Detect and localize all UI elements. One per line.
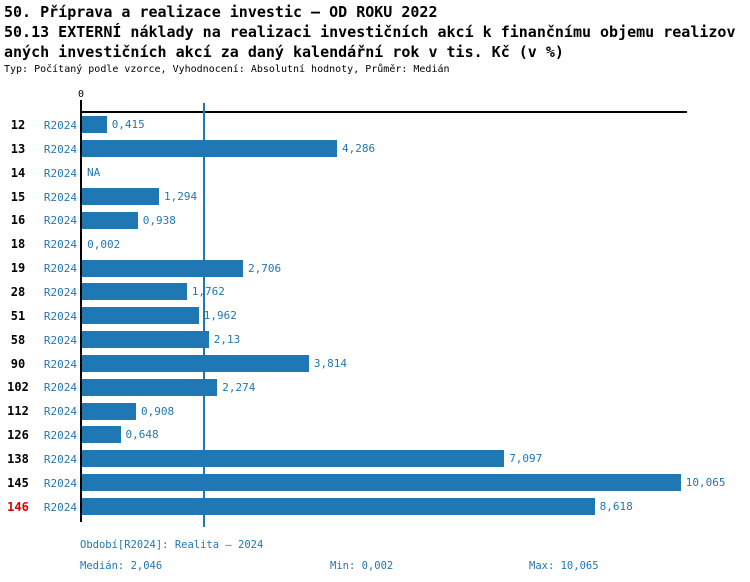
row-id-label: 90 (10, 356, 26, 371)
y-axis-line (80, 100, 82, 522)
chart-title-line-3: aných investičních akcí za daný kalendář… (4, 43, 564, 61)
row-id-label: 14 (10, 165, 26, 180)
value-bar (82, 140, 337, 158)
chart-row: 90 R2024 3,814 (0, 352, 750, 376)
row-period-label: R2024 (43, 452, 77, 466)
value-label: 0,415 (111, 118, 145, 132)
row-id-label: 58 (10, 332, 26, 347)
footer-median-stat: Medián: 2,046 (80, 560, 163, 572)
value-bar (82, 426, 121, 444)
row-period-label: R2024 (43, 190, 77, 204)
value-label: 3,814 (313, 356, 347, 370)
row-period-label: R2024 (43, 309, 77, 323)
value-bar (82, 498, 595, 516)
row-period-label: R2024 (43, 119, 77, 132)
row-period-label: R2024 (43, 405, 77, 419)
chart-row: 146 R2024 8,618 (0, 495, 750, 519)
chart-row: 13 R2024 4,286 (0, 137, 750, 161)
value-bar (82, 187, 159, 205)
x-axis-zero-tick-label: 0 (77, 89, 85, 100)
row-period-label: R2024 (43, 262, 77, 276)
row-id-label: 13 (10, 141, 26, 156)
chart-row: 19 R2024 2,706 (0, 256, 750, 280)
value-bar (82, 450, 505, 468)
row-id-label: 12 (10, 118, 26, 132)
row-id-label: 146 (7, 499, 29, 514)
row-period-label: R2024 (43, 214, 77, 228)
chart-row: 12 R2024 0,415 (0, 113, 750, 137)
chart-row: 102 R2024 2,274 (0, 375, 750, 399)
row-id-label: 112 (7, 404, 29, 419)
row-id-label: 51 (10, 308, 26, 323)
value-label: 7,097 (509, 452, 543, 466)
value-bar (82, 474, 681, 492)
value-bar (82, 378, 218, 396)
chart-subtitle: Typ: Počítaný podle vzorce, Vyhodnocení:… (4, 64, 450, 75)
chart-row: 58 R2024 2,13 (0, 328, 750, 352)
chart-row: 138 R2024 7,097 (0, 447, 750, 471)
chart-row: 145 R2024 10,065 (0, 471, 750, 495)
row-period-label: R2024 (43, 476, 77, 490)
row-id-label: 19 (10, 261, 26, 276)
row-id-label: 18 (10, 237, 26, 252)
row-period-label: R2024 (43, 166, 77, 180)
value-label: NA (87, 166, 101, 180)
top-axis-spine (81, 111, 687, 113)
chart-row: 51 R2024 1,962 (0, 304, 750, 328)
row-id-label: 28 (10, 284, 26, 299)
value-label: 2,274 (222, 380, 256, 394)
value-label: 0,002 (87, 237, 121, 251)
footer-max-stat: Max: 10,065 (529, 560, 599, 572)
value-label: 1,762 (191, 285, 225, 299)
row-id-label: 145 (7, 475, 29, 490)
value-bar (82, 283, 187, 301)
row-period-label: R2024 (43, 357, 77, 371)
value-bar (82, 259, 243, 277)
row-id-label: 126 (7, 428, 29, 443)
value-bar (82, 116, 107, 134)
value-bar (82, 354, 309, 372)
value-bar (82, 402, 137, 420)
value-label: 1,294 (163, 189, 198, 203)
value-bar (82, 307, 199, 325)
row-period-label: R2024 (43, 142, 77, 156)
median-reference-line (202, 103, 205, 527)
chart-title-line-2: 50.13 EXTERNÍ náklady na realizaci inves… (4, 23, 736, 41)
row-period-label: R2024 (43, 238, 77, 252)
row-period-label: R2024 (43, 381, 77, 395)
chart-title-line-1: 50. Příprava a realizace investic – OD R… (4, 3, 438, 21)
row-period-label: R2024 (43, 429, 77, 443)
chart-row: 15 R2024 1,294 (0, 185, 750, 209)
value-label: 1,962 (203, 309, 237, 323)
footer-period-label: Období[R2024]: Realita – 2024 (80, 539, 264, 551)
chart-row: 126 R2024 0,648 (0, 423, 750, 447)
value-label: 2,13 (213, 333, 241, 347)
row-id-label: 16 (10, 213, 26, 228)
chart-row: 112 R2024 0,908 (0, 399, 750, 423)
row-period-label: R2024 (43, 500, 77, 514)
value-label: 0,648 (125, 428, 159, 442)
chart-row: 28 R2024 1,762 (0, 280, 750, 304)
row-period-label: R2024 (43, 285, 77, 299)
value-label: 2,706 (247, 261, 282, 275)
value-label: 8,618 (599, 500, 633, 514)
value-label: 0,908 (141, 404, 175, 418)
chart-row: 16 R2024 0,938 (0, 208, 750, 232)
row-id-label: 15 (10, 189, 26, 204)
value-label: 10,065 (685, 476, 726, 490)
row-id-label: 102 (7, 380, 29, 395)
chart-row: 14 R2024 NA (0, 161, 750, 185)
value-bar (82, 211, 138, 229)
footer-min-stat: Min: 0,002 (330, 560, 394, 572)
value-label: 4,286 (341, 142, 376, 156)
chart-row: 18 R2024 0,002 (0, 232, 750, 256)
value-bar (82, 331, 209, 349)
row-id-label: 138 (7, 451, 29, 466)
row-period-label: R2024 (43, 333, 77, 347)
value-label: 0,938 (142, 213, 176, 227)
